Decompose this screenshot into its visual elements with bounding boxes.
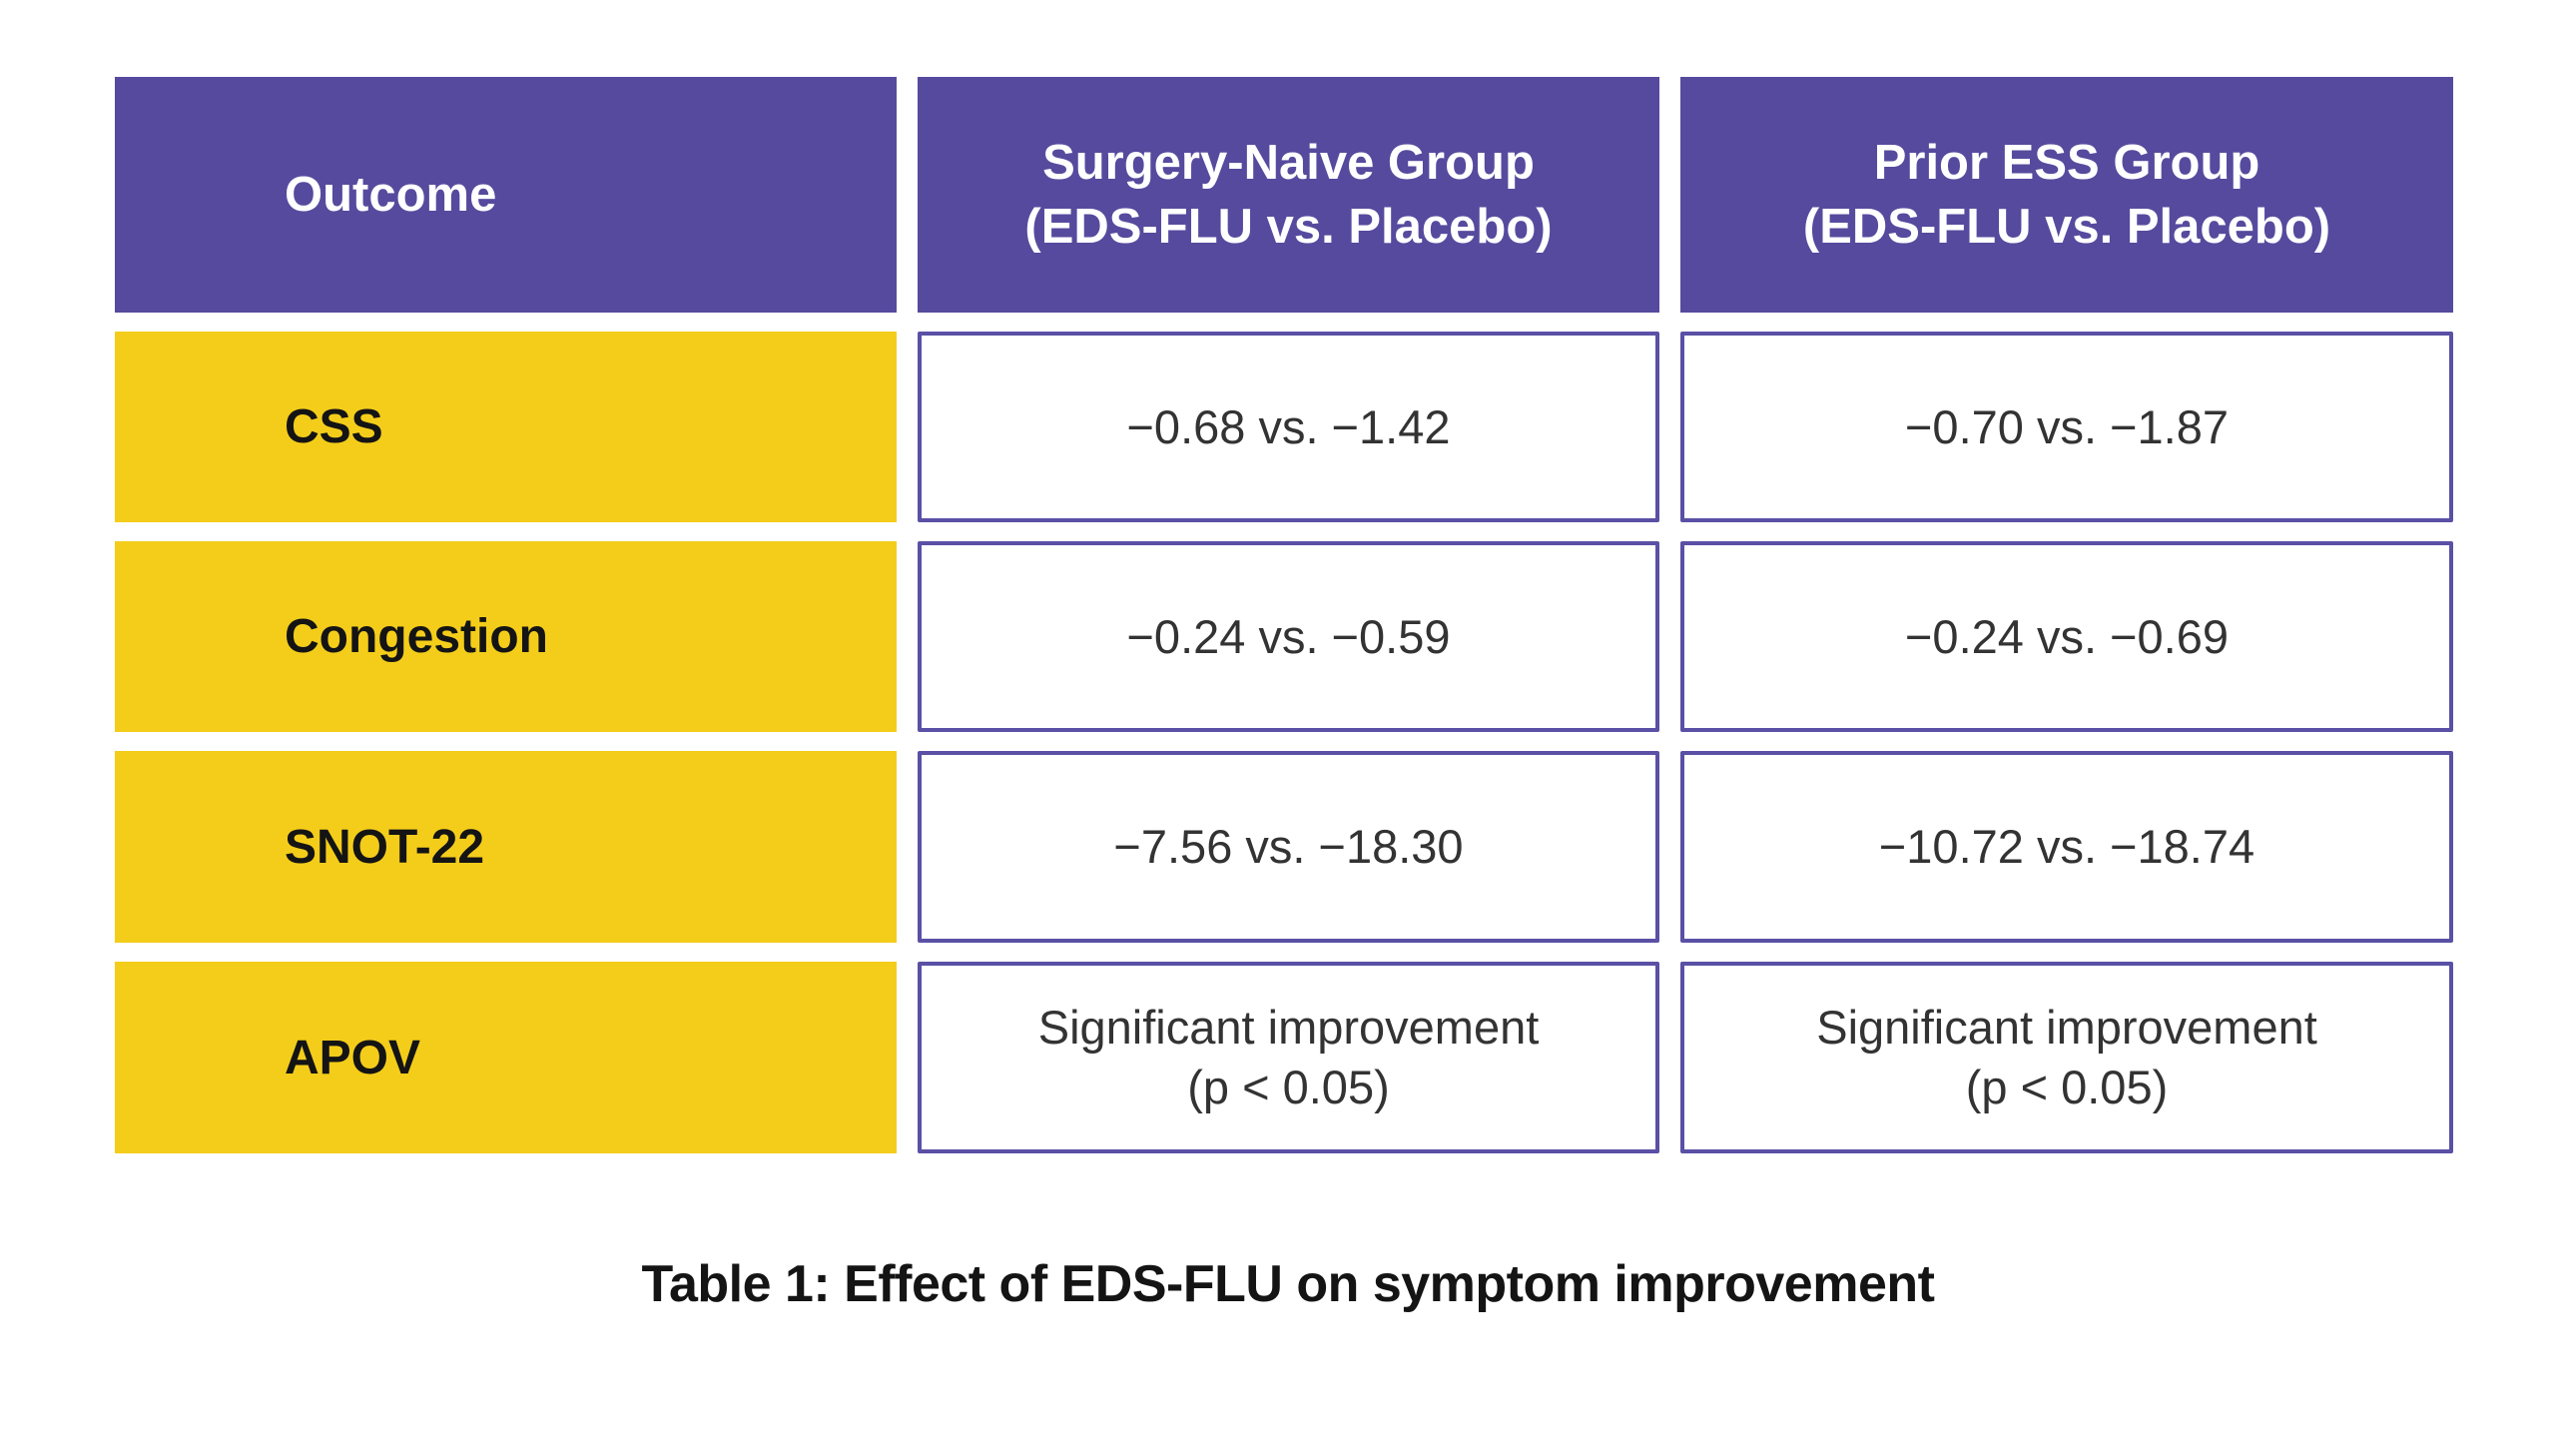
row-label-snot-22: SNOT-22 bbox=[115, 751, 897, 943]
header-cell-prior-ess-group: Prior ESS Group (EDS-FLU vs. Placebo) bbox=[1680, 77, 2453, 313]
data-cell-css-surgery-naive: −0.68 vs. −1.42 bbox=[918, 332, 1659, 522]
row-label-css: CSS bbox=[115, 332, 897, 522]
data-cell-congestion-prior-ess: −0.24 vs. −0.69 bbox=[1680, 541, 2453, 732]
data-cell-apov-surgery-naive: Significant improvement (p < 0.05) bbox=[918, 962, 1659, 1153]
outcomes-table: Outcome Surgery-Naive Group (EDS-FLU vs.… bbox=[115, 77, 2453, 1153]
row-label-congestion: Congestion bbox=[115, 541, 897, 732]
data-cell-congestion-surgery-naive: −0.24 vs. −0.59 bbox=[918, 541, 1659, 732]
data-cell-css-prior-ess: −0.70 vs. −1.87 bbox=[1680, 332, 2453, 522]
data-cell-apov-prior-ess: Significant improvement (p < 0.05) bbox=[1680, 962, 2453, 1153]
row-label-apov: APOV bbox=[115, 962, 897, 1153]
table-caption: Table 1: Effect of EDS-FLU on symptom im… bbox=[641, 1255, 1935, 1313]
data-cell-snot-22-prior-ess: −10.72 vs. −18.74 bbox=[1680, 751, 2453, 943]
header-cell-surgery-naive-group: Surgery-Naive Group (EDS-FLU vs. Placebo… bbox=[918, 77, 1659, 313]
data-cell-snot-22-surgery-naive: −7.56 vs. −18.30 bbox=[918, 751, 1659, 943]
header-cell-outcome: Outcome bbox=[115, 77, 897, 313]
